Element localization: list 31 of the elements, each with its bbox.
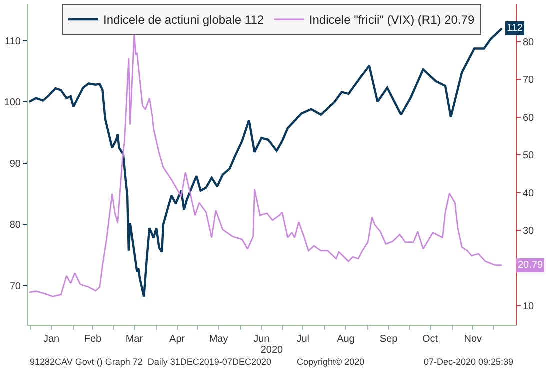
y2-tick-label: 30 xyxy=(523,226,535,238)
x-tick-label: May xyxy=(209,334,228,345)
x-tick-label: Aug xyxy=(337,334,355,345)
x-tick-label: Sep xyxy=(380,334,398,345)
legend-label: Indicele "fricii" (VIX) (R1) 20.79 xyxy=(309,13,475,28)
x-tick-label: Oct xyxy=(422,334,438,345)
x-tick-label: Nov xyxy=(464,334,482,345)
x-tick-label: Apr xyxy=(170,334,186,345)
text: 07-Dec-2020 09:25:39 xyxy=(424,357,514,367)
y2-tick-label: 70 xyxy=(523,75,535,86)
data-label: 20.79 xyxy=(518,260,544,271)
y-tick-label: 70 xyxy=(10,281,22,292)
y2-tick-label: 10 xyxy=(523,302,535,313)
x-tick-label: Feb xyxy=(84,334,102,345)
x-tick-label: Mar xyxy=(126,334,144,345)
data-label: 112 xyxy=(507,23,524,34)
x-tick-label: Jan xyxy=(43,334,60,345)
y-tick-label: 80 xyxy=(10,220,22,232)
x-tick-label: Jul xyxy=(296,334,310,345)
y2-tick-label: 40 xyxy=(523,188,535,200)
x-tick-label: Jun xyxy=(254,334,270,345)
x-axis-title: 2020 xyxy=(260,345,284,356)
y2-tick-label: 60 xyxy=(523,112,535,124)
text: Copyright© 2020 xyxy=(297,357,365,367)
y2-tick-label: 50 xyxy=(523,150,535,162)
y-tick-label: 100 xyxy=(4,98,22,109)
legend-label: Indicele de actiuni globale 112 xyxy=(104,13,264,28)
y2-tick-label: 80 xyxy=(523,37,535,48)
text: 91282CAV Govt () Graph 72 Daily 31DEC2019-07DEC2020 xyxy=(30,357,272,367)
y-tick-label: 110 xyxy=(5,36,22,48)
y-tick-label: 90 xyxy=(10,158,22,170)
